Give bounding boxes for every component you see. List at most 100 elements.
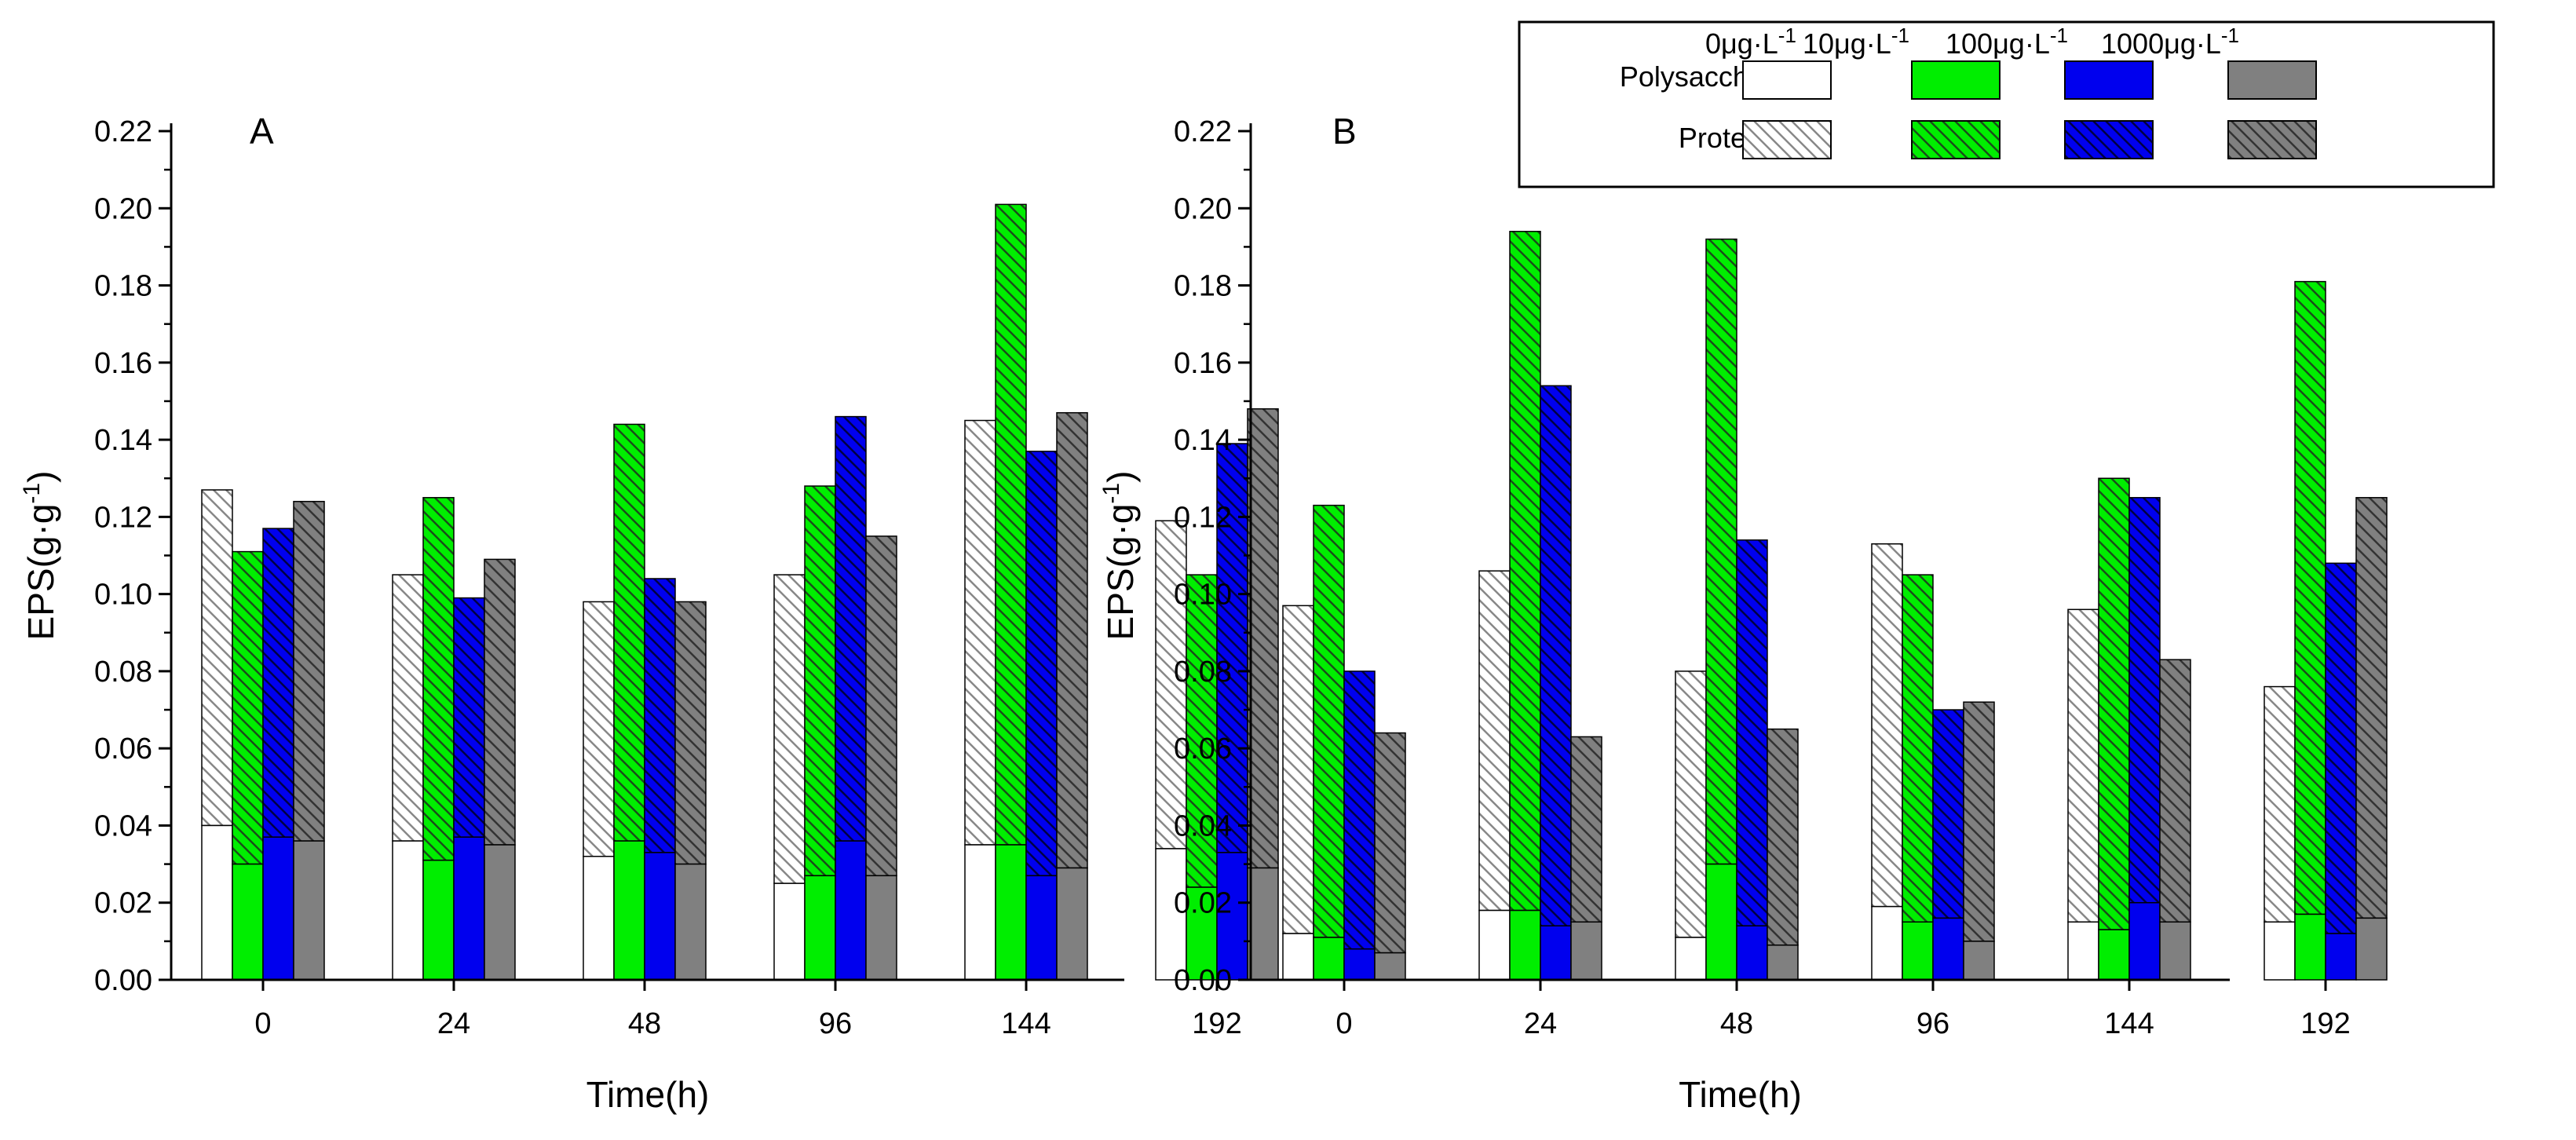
panel-b-axes <box>1249 123 2230 981</box>
bar-protein-t24-s2 <box>1540 385 1572 926</box>
y-tick-label: 0.14 <box>1174 424 1232 457</box>
panel-b: B 0.000.020.040.060.080.100.120.140.160.… <box>1098 111 2388 1115</box>
bar-polysaccharide-t48-s0 <box>583 856 615 981</box>
x-tick-label: 0 <box>1336 1007 1352 1040</box>
y-tick-label: 0.04 <box>1174 809 1232 842</box>
y-tick-label: 0.22 <box>94 115 152 148</box>
legend-swatch-proteins-2 <box>2064 120 2154 159</box>
bar-polysaccharide-t96-s2 <box>1932 917 1964 981</box>
bar-polysaccharide-t24-s3 <box>1570 921 1602 981</box>
bar-protein-t144-s0 <box>964 419 996 846</box>
bar-polysaccharide-t144-s0 <box>964 844 996 981</box>
bar-protein-t192-s3 <box>1247 408 1279 869</box>
legend-header-0: 0μg·L-1 <box>1705 24 1796 60</box>
x-tick-label: 144 <box>2104 1007 2154 1040</box>
y-tick-label: 0.10 <box>94 579 152 612</box>
bar-polysaccharide-t0-s1 <box>232 863 264 981</box>
bar-polysaccharide-t144-s2 <box>1025 875 1058 981</box>
bar-polysaccharide-t96-s0 <box>1871 905 1903 981</box>
legend-headers: 0μg·L-1 10μg·L-1 100μg·L-1 1000μg·L-1 <box>1705 24 2239 60</box>
y-tick-label: 0.04 <box>94 809 152 842</box>
bar-polysaccharide-t144-s3 <box>1056 867 1088 981</box>
bar-protein-t48-s1 <box>613 423 645 842</box>
x-tick-label: 24 <box>1524 1007 1557 1040</box>
bar-protein-t144-s3 <box>1056 411 1088 869</box>
bar-protein-t48-s2 <box>644 578 676 853</box>
legend-swatch-polysaccharides-0 <box>1742 60 1832 100</box>
bar-polysaccharide-t48-s1 <box>613 840 645 981</box>
y-tick-label: 0.20 <box>1174 192 1232 225</box>
bar-protein-t24-s0 <box>392 574 424 842</box>
bar-protein-t48-s2 <box>1736 539 1768 926</box>
bar-polysaccharide-t96-s3 <box>865 875 897 981</box>
bar-protein-t144-s1 <box>2098 477 2130 930</box>
bar-polysaccharide-t96-s1 <box>1902 921 1934 981</box>
legend-swatch-proteins-0 <box>1742 120 1832 159</box>
bar-protein-t192-s1 <box>2294 280 2326 915</box>
bar-polysaccharide-t144-s1 <box>995 844 1027 981</box>
bar-polysaccharide-t48-s2 <box>644 852 676 981</box>
bar-polysaccharide-t144-s3 <box>2159 921 2191 981</box>
bar-protein-t0-s1 <box>1313 504 1345 938</box>
x-tick-label: 96 <box>1916 1007 1949 1040</box>
bar-protein-t192-s1 <box>1186 574 1218 888</box>
bar-polysaccharide-t24-s1 <box>422 859 455 981</box>
panel-b-letter: B <box>1332 111 1357 152</box>
y-tick-label: 0.18 <box>1174 270 1232 303</box>
bar-protein-t144-s2 <box>1025 451 1058 877</box>
bar-protein-t24-s2 <box>453 597 485 838</box>
bar-protein-t144-s1 <box>995 203 1027 846</box>
bar-protein-t24-s1 <box>1509 231 1541 912</box>
bar-polysaccharide-t48-s2 <box>1736 925 1768 981</box>
y-tick-label: 0.02 <box>94 887 152 920</box>
y-tick-label: 0.02 <box>1174 887 1232 920</box>
bar-polysaccharide-t192-s2 <box>2325 933 2357 981</box>
bar-polysaccharide-t144-s1 <box>2098 929 2130 981</box>
bar-protein-t48-s1 <box>1705 238 1737 865</box>
bar-protein-t0-s3 <box>1374 732 1406 954</box>
bar-protein-t0-s2 <box>262 528 294 838</box>
bar-protein-t24-s1 <box>422 497 455 861</box>
panel-b-x-axis-title: Time(h) <box>1679 1074 1802 1115</box>
bar-polysaccharide-t96-s3 <box>1963 941 1995 981</box>
bar-polysaccharide-t96-s0 <box>773 882 806 981</box>
bar-polysaccharide-t144-s0 <box>2067 921 2099 981</box>
bar-protein-t96-s2 <box>835 415 867 842</box>
bar-protein-t0-s3 <box>293 500 325 842</box>
bar-protein-t0-s0 <box>201 489 233 827</box>
bar-polysaccharide-t96-s1 <box>804 875 836 981</box>
legend-header-10: 10μg·L-1 <box>1803 24 1909 60</box>
bar-polysaccharide-t24-s3 <box>484 844 516 981</box>
panel-a-y-ticks: 0.00 0.02 0.04 0.06 0.08 0.10 0.12 0.14 0.16 0.18… <box>94 115 171 997</box>
bar-protein-t192-s2 <box>1216 443 1248 853</box>
legend: Polysaccharides Proteins 0μg·L-1 10μg·L-… <box>1518 20 2495 188</box>
legend-swatch-polysaccharides-1 <box>1911 60 2001 100</box>
legend-header-100: 100μg·L-1 <box>1946 24 2068 60</box>
bar-polysaccharide-t192-s3 <box>1247 867 1279 981</box>
bar-protein-t48-s3 <box>674 601 707 865</box>
bar-protein-t96-s3 <box>865 535 897 877</box>
bar-polysaccharide-t0-s3 <box>293 840 325 981</box>
bar-protein-t96-s1 <box>1902 574 1934 923</box>
y-tick-label: 0.22 <box>1174 115 1232 148</box>
bar-polysaccharide-t24-s2 <box>453 836 485 981</box>
bar-polysaccharide-t0-s0 <box>1282 933 1314 981</box>
x-tick-label: 48 <box>628 1007 661 1040</box>
bar-polysaccharide-t192-s0 <box>1155 848 1187 981</box>
bar-polysaccharide-t0-s2 <box>262 836 294 981</box>
bar-protein-t144-s3 <box>2159 659 2191 923</box>
y-tick-label: 0.08 <box>94 656 152 689</box>
bar-polysaccharide-t96-s2 <box>835 840 867 981</box>
panel-a-bars <box>201 203 1279 981</box>
bar-protein-t24-s3 <box>1570 736 1602 923</box>
bar-polysaccharide-t192-s1 <box>2294 913 2326 981</box>
panel-b-x-ticks: 0 24 48 96 144 192 <box>1336 980 2351 1040</box>
bar-protein-t0-s0 <box>1282 605 1314 934</box>
y-tick-label: 0.12 <box>94 501 152 534</box>
y-tick-label: 0.06 <box>1174 733 1232 765</box>
legend-swatches <box>1742 60 2317 159</box>
bar-polysaccharide-t48-s3 <box>674 863 707 981</box>
bar-polysaccharide-t24-s1 <box>1509 909 1541 981</box>
bar-polysaccharide-t192-s3 <box>2355 917 2388 981</box>
bar-polysaccharide-t144-s2 <box>2128 901 2161 981</box>
